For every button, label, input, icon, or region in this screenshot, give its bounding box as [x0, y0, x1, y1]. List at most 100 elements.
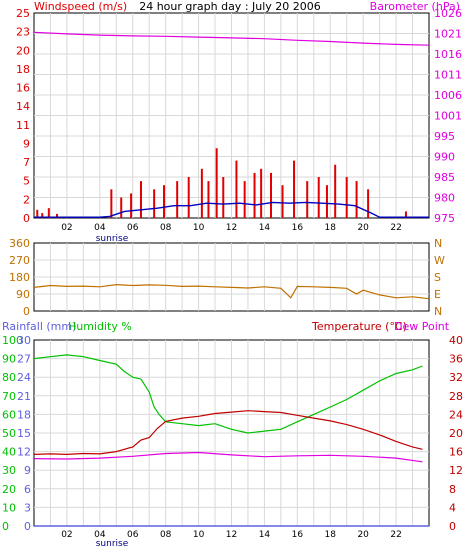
- y-tick-label: 23: [16, 26, 30, 39]
- y-tick-label: 14: [16, 100, 30, 113]
- y-tick-label: 12: [449, 464, 463, 477]
- wind-panel-series: [33, 31, 430, 218]
- x-tick-label: 20: [357, 530, 369, 540]
- x-tick-label: 06: [127, 530, 139, 540]
- sunrise-label: sunrise: [96, 234, 129, 244]
- y-tick-label: N: [434, 237, 442, 250]
- y-tick-label: 975: [434, 212, 455, 225]
- y-tick-label: 990: [434, 151, 455, 164]
- y-tick-label: 0: [2, 520, 9, 533]
- x-tick-label: 20: [357, 223, 369, 233]
- y-tick-label: 980: [434, 192, 455, 205]
- barometer-axis-title: Barometer (hPa): [370, 0, 460, 13]
- barometer-tick-labels: 975 980 985 990 995 1001 1006 1011 1016 1021 1026: [434, 7, 462, 225]
- y-tick-label: 5: [23, 175, 30, 188]
- x-tick-label: 14: [259, 223, 271, 233]
- temperature-line: [33, 410, 423, 456]
- y-tick-label: 30: [2, 464, 16, 477]
- y-tick-label: 36: [449, 353, 463, 366]
- y-tick-label: 16: [449, 446, 463, 459]
- chart-title: 24 hour graph day : July 20 2006: [139, 0, 321, 13]
- x-tick-label: 18: [325, 223, 337, 233]
- rainfall-tick-labels: 0 3 6 9 12 15 18 21 24 27 30: [17, 334, 31, 533]
- y-tick-label: 0: [23, 305, 30, 318]
- y-tick-label: 27: [17, 353, 31, 366]
- direction-degree-tick-labels: 0 90 180 270 360: [9, 237, 30, 318]
- y-tick-label: 50: [2, 427, 16, 440]
- y-tick-label: 21: [17, 390, 31, 403]
- direction-panel-grid: [34, 243, 429, 311]
- direction-panel-series: [33, 283, 430, 300]
- y-tick-label: 30: [17, 334, 31, 347]
- x-tick-label: 14: [259, 530, 271, 540]
- x-tick-label: 08: [160, 530, 172, 540]
- y-tick-label: 0: [24, 520, 31, 533]
- y-tick-label: 90: [16, 288, 30, 301]
- y-tick-label: 6: [24, 483, 31, 496]
- y-tick-label: 0: [449, 520, 456, 533]
- wind-average-line: [34, 201, 429, 218]
- x-tick-label: 18: [325, 530, 337, 540]
- y-tick-label: 90: [2, 353, 16, 366]
- y-tick-label: 1021: [434, 28, 462, 41]
- y-tick-label: 70: [2, 390, 16, 403]
- y-tick-label: 20: [2, 483, 16, 496]
- humidity-tick-labels: 0 10 20 30 40 50 60 70 80 90 100: [2, 334, 23, 533]
- y-tick-label: 1026: [434, 7, 462, 20]
- y-tick-label: 80: [2, 371, 16, 384]
- x-tick-label: 22: [390, 223, 401, 233]
- windspeed-axis-title: Windspeed (m/s): [34, 0, 127, 13]
- x-tick-label: 08: [160, 223, 172, 233]
- y-tick-label: 270: [9, 254, 30, 267]
- y-tick-label: 15: [17, 427, 31, 440]
- y-tick-label: 18: [17, 408, 31, 421]
- x-tick-label: 04: [94, 223, 106, 233]
- y-tick-label: 28: [449, 390, 463, 403]
- y-tick-label: 11: [16, 119, 30, 132]
- y-tick-label: W: [434, 254, 445, 267]
- wind-direction-line: [33, 283, 430, 300]
- y-tick-label: N: [434, 305, 442, 318]
- y-tick-label: 360: [9, 237, 30, 250]
- barometer-line: [33, 31, 430, 46]
- y-tick-label: E: [434, 288, 441, 301]
- y-tick-label: 32: [449, 371, 463, 384]
- y-tick-label: 995: [434, 130, 455, 143]
- y-tick-label: 60: [2, 408, 16, 421]
- x-tick-label: 12: [226, 530, 237, 540]
- y-tick-label: 4: [449, 501, 456, 514]
- y-tick-label: 100: [2, 334, 23, 347]
- x-tick-label: 02: [61, 530, 72, 540]
- rainfall-axis-title: Rainfall (mm): [2, 320, 76, 333]
- temperature-axis-title: Temperature (°C): [311, 320, 407, 333]
- y-tick-label: 7: [23, 156, 30, 169]
- y-tick-label: 24: [449, 408, 463, 421]
- y-tick-label: 20: [16, 44, 30, 57]
- y-tick-label: 16: [16, 82, 30, 95]
- y-tick-label: 40: [2, 446, 16, 459]
- dewpoint-line: [33, 451, 423, 463]
- dewpoint-axis-title: Dew Point: [394, 320, 450, 333]
- wind-panel-x-tick-labels: 02 04 06 08 10 12 14 16 18 20 22: [61, 223, 402, 233]
- y-tick-label: 180: [9, 271, 30, 284]
- y-tick-label: 12: [17, 446, 31, 459]
- y-tick-label: 20: [449, 427, 463, 440]
- y-tick-label: 10: [2, 501, 16, 514]
- y-tick-label: 24: [17, 371, 31, 384]
- y-tick-label: 3: [24, 501, 31, 514]
- y-tick-label: 1016: [434, 48, 462, 61]
- x-tick-label: 10: [193, 530, 205, 540]
- y-tick-label: S: [434, 271, 441, 284]
- climate-panel-x-tick-labels: 02 04 06 08 10 12 14 16 18 20 22: [61, 530, 402, 540]
- y-tick-label: 40: [449, 334, 463, 347]
- y-tick-label: 9: [23, 137, 30, 150]
- climate-panel-series: [33, 354, 429, 527]
- y-tick-label: 1011: [434, 69, 462, 82]
- y-tick-label: 985: [434, 171, 455, 184]
- x-tick-label: 04: [94, 530, 106, 540]
- y-tick-label: 2: [23, 193, 30, 206]
